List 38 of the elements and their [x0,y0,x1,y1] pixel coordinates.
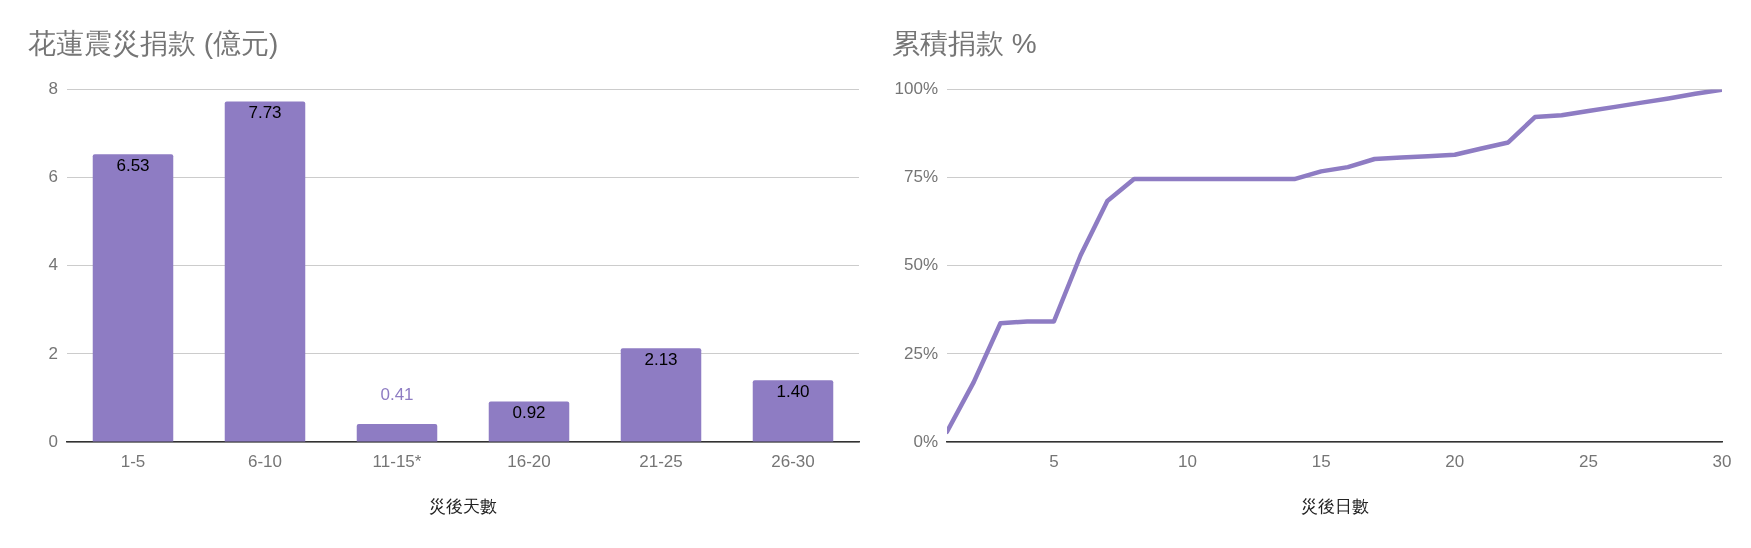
bar [752,380,834,442]
bar [620,348,702,442]
x-tick-label: 16-20 [507,451,551,471]
data-label: 6.53 [116,156,150,176]
x-tick-label: 25 [1578,451,1598,471]
bar [356,423,438,442]
x-tick-label: 1-5 [120,451,146,471]
chart-title: 累積捐款 % [892,27,1037,59]
y-tick-label: 2 [48,343,58,363]
y-tick-label: 50% [903,255,938,275]
data-label: 2.13 [644,349,678,369]
y-tick-label: 8 [48,79,58,99]
x-tick-label: 21-25 [639,451,683,471]
x-axis-title: 災後天數 [429,497,497,517]
x-axis-title: 災後日數 [1300,497,1369,517]
bar [488,401,570,442]
x-tick-label: 11-15* [372,451,422,471]
data-label: 0.92 [512,403,546,423]
y-tick-label: 4 [48,255,58,275]
y-tick-label: 100% [894,79,938,99]
x-tick-label: 20 [1445,451,1465,471]
bar [224,101,306,442]
y-tick-label: 25% [903,343,938,363]
bar [92,154,174,442]
y-tick-label: 6 [48,167,58,187]
data-label: 7.73 [248,103,282,123]
x-tick-label: 10 [1178,451,1197,471]
data-label: 0.41 [380,384,414,404]
y-tick-label: 0 [48,431,58,451]
data-label: 1.40 [776,382,810,402]
y-tick-label: 75% [903,167,938,187]
chart-title: 花蓮震災捐款 (億元) [28,27,279,59]
y-tick-label: 0% [913,431,938,451]
x-tick-label: 30 [1712,451,1732,471]
x-tick-label: 26-30 [771,451,815,471]
x-tick-label: 5 [1049,451,1059,471]
x-tick-label: 15 [1311,451,1331,471]
x-tick-label: 6-10 [247,451,283,471]
